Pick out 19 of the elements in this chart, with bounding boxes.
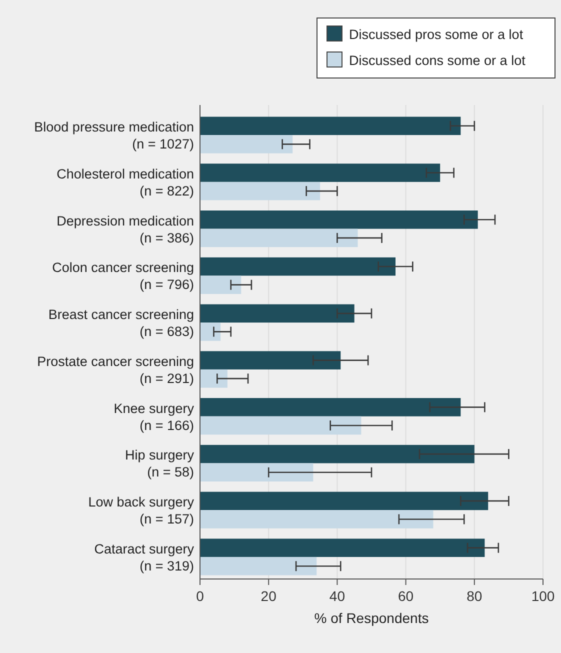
x-tick-label: 100	[531, 588, 555, 604]
y-tick-label: Cataract surgery (n = 319)	[94, 541, 194, 574]
x-tick-label: 0	[196, 588, 204, 604]
legend-label: Discussed pros some or a lot	[349, 27, 524, 42]
legend-label: Discussed cons some or a lot	[349, 53, 526, 68]
y-tick-label: Blood pressure medication (n = 1027)	[34, 120, 194, 152]
y-tick-label: Breast cancer screening (n = 683)	[48, 307, 194, 340]
y-tick-label: Hip surgery (n = 58)	[124, 448, 194, 480]
y-tick-label: Low back surgery (n = 157)	[88, 494, 194, 527]
x-tick-label: 60	[398, 588, 414, 604]
x-tick-label: 80	[466, 588, 482, 604]
y-tick-label: Prostate cancer screening (n = 291)	[37, 354, 194, 386]
y-tick-label: Knee surgery (n = 166)	[114, 400, 194, 433]
y-tick-label: Cholesterol medication (n = 822)	[56, 166, 194, 198]
x-tick-label: 20	[260, 588, 277, 604]
x-axis-title: % of Respondents	[314, 610, 429, 626]
x-tick-label: 40	[329, 588, 346, 604]
y-tick-label: Depression medication (n = 386)	[56, 213, 194, 246]
y-tick-label: Colon cancer screening (n = 796)	[52, 260, 194, 292]
